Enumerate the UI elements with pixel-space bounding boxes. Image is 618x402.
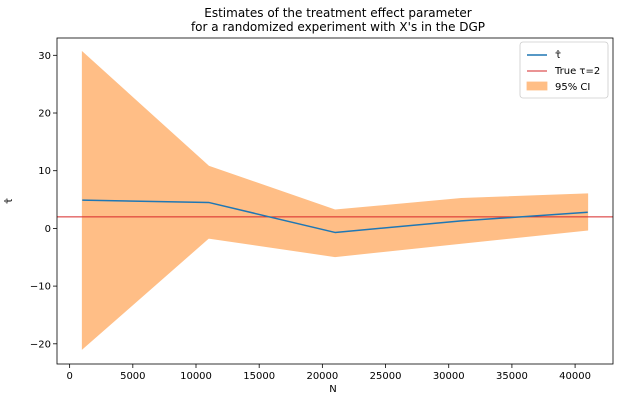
estimate-point [81,199,83,201]
estimate-point [207,201,209,203]
y-axis-label: τ̂ [3,198,15,204]
x-tick-label: 40000 [559,371,591,382]
estimate-point [587,211,589,213]
ci-band [81,50,589,350]
x-tick-label: 10000 [180,371,212,382]
legend-ci-swatch [526,81,548,91]
estimate-line [82,199,588,234]
legend: τ̂ True τ=2 95% CI [519,41,609,99]
y-tick-label: −10 [30,282,51,293]
legend-ci-label: 95% CI [555,82,590,93]
x-tick-label: 20000 [306,371,338,382]
x-tick-label: 30000 [433,371,465,382]
y-tick-label: 10 [38,166,51,177]
x-tick-label: 25000 [370,371,402,382]
y-axis: −20 −10 0 10 20 30 [30,51,57,350]
estimate-point [460,220,462,222]
y-tick-label: 20 [38,109,51,120]
axes-frame [56,37,614,365]
x-tick-label: 0 [66,371,72,382]
x-tick-label: 35000 [496,371,528,382]
x-tick-label: 15000 [243,371,275,382]
x-axis: 0 5000 10000 15000 20000 25000 30000 35000 40000 [66,364,591,382]
y-tick-label: 30 [38,51,51,62]
chart-title-line-1: Estimates of the treatment effect parame… [204,6,472,20]
legend-true-tau-label: True τ=2 [554,66,600,77]
estimate-point [334,231,336,233]
x-axis-label: N [329,384,336,395]
chart-title-line-2: for a randomized experiment with X's in … [191,20,485,34]
y-tick-label: −20 [30,339,51,350]
x-tick-label: 5000 [120,371,145,382]
legend-estimate-label: τ̂ [555,49,561,61]
plot-area [57,50,613,350]
y-tick-label: 0 [45,224,51,235]
